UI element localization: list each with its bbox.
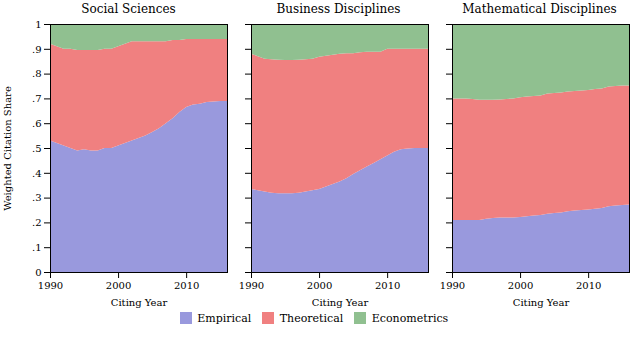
html-text:Econometrics: Econometrics	[371, 311, 449, 325]
svg-text:.1: .1	[32, 242, 42, 253]
html-text:Empirical: Empirical	[197, 311, 252, 325]
html-text:Theoretical: Theoretical	[279, 311, 344, 325]
svg-text:2010: 2010	[576, 280, 601, 291]
svg-text:1: 1	[35, 19, 41, 30]
svg-text:Citing Year: Citing Year	[312, 297, 369, 308]
svg-text:2010: 2010	[174, 280, 199, 291]
svg-text:2010: 2010	[375, 280, 400, 291]
svg-text:.3: .3	[32, 192, 42, 203]
svg-text:1990: 1990	[440, 280, 465, 291]
svg-text:.9: .9	[32, 44, 42, 55]
svg-text:.7: .7	[32, 93, 42, 104]
svg-text:Citing Year: Citing Year	[111, 297, 168, 308]
svg-text:2000: 2000	[508, 280, 533, 291]
svg-text:.4: .4	[32, 168, 42, 179]
html-text:Social Sciences: Social Sciences	[81, 2, 176, 16]
svg-text:1990: 1990	[239, 280, 264, 291]
svg-text:Weighted Citation Share: Weighted Citation Share	[2, 86, 13, 211]
html-text:Mathematical Disciplines: Mathematical Disciplines	[462, 2, 617, 16]
svg-text:2000: 2000	[307, 280, 332, 291]
svg-text:.8: .8	[32, 68, 42, 79]
svg-text:Citing Year: Citing Year	[513, 297, 570, 308]
svg-text:.6: .6	[32, 118, 42, 129]
svg-text:.5: .5	[32, 143, 42, 154]
svg-text:1990: 1990	[38, 280, 63, 291]
html-text:Business Disciplines: Business Disciplines	[276, 2, 401, 16]
svg-text:0: 0	[35, 267, 41, 278]
svg-text:2000: 2000	[106, 280, 131, 291]
svg-text:.2: .2	[32, 217, 42, 228]
